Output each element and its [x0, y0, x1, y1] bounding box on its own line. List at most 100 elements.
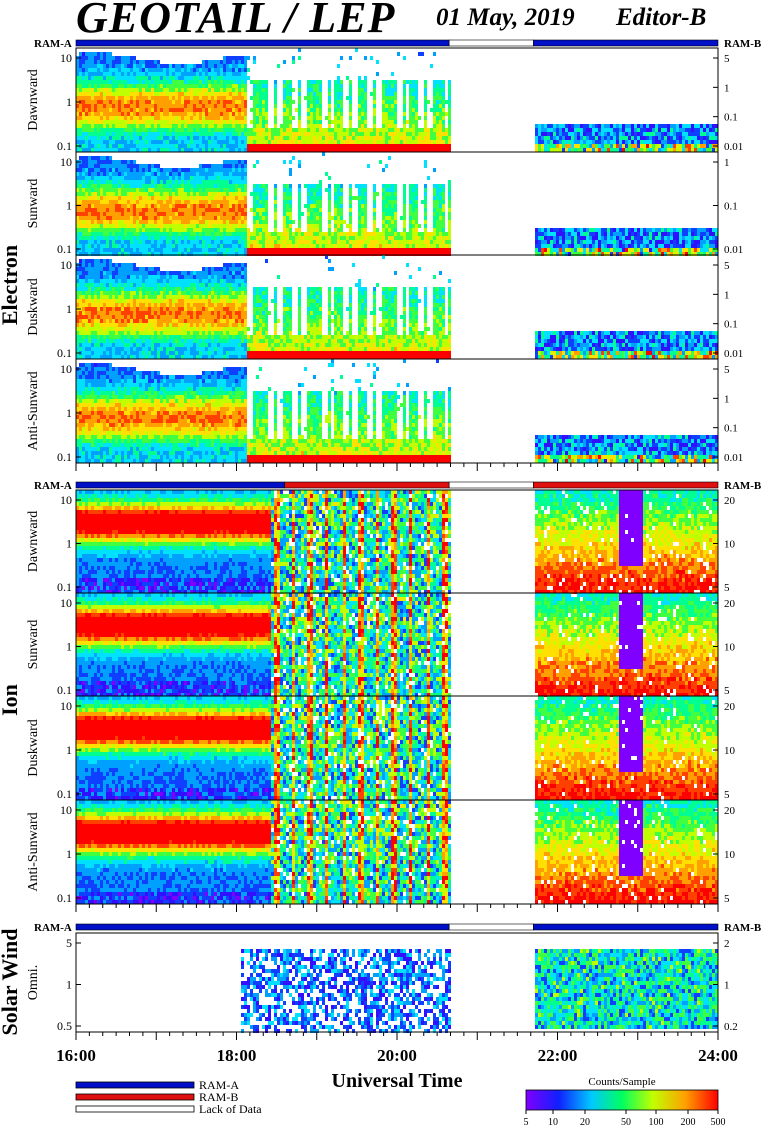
spectrogram-cell: [337, 240, 340, 244]
spectrogram-cell: [202, 172, 205, 176]
spectrogram-cell: [103, 148, 106, 152]
spectrogram-cell: [163, 224, 166, 228]
spectrogram-cell: [232, 100, 235, 104]
spectrogram-cell: [169, 248, 172, 252]
spectrogram-cell: [388, 128, 391, 132]
spectrogram-cell: [106, 204, 109, 208]
spectrogram-cell: [163, 100, 166, 104]
spectrogram-cell: [343, 144, 346, 148]
spectrogram-cell: [193, 248, 196, 252]
spectrogram-cell: [157, 72, 160, 76]
spectrogram-cell: [241, 224, 244, 228]
spectrogram-cell: [118, 248, 121, 252]
spectrogram-cell: [118, 208, 121, 212]
spectrogram-cell: [631, 132, 634, 136]
spectrogram-cell: [133, 96, 136, 100]
spectrogram-cell: [253, 144, 256, 148]
spectrogram-cell: [82, 156, 85, 160]
spectrogram-cell: [115, 160, 118, 164]
spectrogram-cell: [349, 224, 352, 228]
spectrogram-cell: [310, 112, 313, 116]
spectrogram-cell: [415, 84, 418, 88]
spectrogram-cell: [274, 108, 277, 112]
spectrogram-cell: [79, 196, 82, 200]
spectrogram-cell: [298, 224, 301, 228]
spectrogram-cell: [196, 88, 199, 92]
y-tick-label-left: 10: [60, 51, 72, 65]
spectrogram-cell: [163, 72, 166, 76]
spectrogram-cell: [175, 244, 178, 248]
spectrogram-cell: [442, 144, 445, 148]
spectrogram-cell: [190, 200, 193, 204]
spectrogram-cell: [241, 96, 244, 100]
spectrogram-cell: [133, 128, 136, 132]
spectrogram-cell: [706, 148, 709, 152]
spectrogram-cell: [226, 104, 229, 108]
spectrogram-cell: [235, 212, 238, 216]
spectrogram-cell: [265, 84, 268, 88]
spectrogram-cell: [169, 236, 172, 240]
spectrogram-cell: [112, 84, 115, 88]
spectrogram-cell: [130, 192, 133, 196]
spectrogram-cell: [448, 128, 451, 132]
spectrogram-cell: [337, 244, 340, 248]
spectrogram-cell: [109, 84, 112, 88]
spectrogram-cell: [238, 100, 241, 104]
spectrogram-cell: [610, 132, 613, 136]
spectrogram-cell: [253, 224, 256, 228]
spectrogram-cell: [334, 148, 337, 152]
spectrogram-cell: [109, 80, 112, 84]
spectrogram-cell: [337, 188, 340, 192]
spectrogram-cell: [130, 140, 133, 144]
spectrogram-cell: [409, 96, 412, 100]
spectrogram-cell: [193, 148, 196, 152]
spectrogram-cell: [433, 116, 436, 120]
spectrogram-cell: [697, 128, 700, 132]
spectrogram-cell: [205, 180, 208, 184]
panels-layer: Dawnward1010.1510.10.01Sunward1010.110.1…: [0, 38, 762, 1128]
spectrogram-cell: [328, 88, 331, 92]
spectrogram-cell: [682, 124, 685, 128]
spectrogram-cell: [280, 136, 283, 140]
spectrogram-cell: [157, 200, 160, 204]
spectrogram-cell: [376, 252, 379, 256]
spectrogram-cell: [394, 108, 397, 112]
spectrogram-cell: [193, 128, 196, 132]
spectrogram-cell: [433, 240, 436, 244]
spectrogram-cell: [313, 236, 316, 240]
spectrogram-cell: [118, 72, 121, 76]
spectrogram-cell: [298, 96, 301, 100]
spectrogram-cell: [241, 128, 244, 132]
spectrogram-cell: [403, 128, 406, 132]
spectrogram-cell: [217, 72, 220, 76]
spectrogram-cell: [175, 72, 178, 76]
spectrogram-cell: [220, 104, 223, 108]
spectrogram-cell: [226, 88, 229, 92]
spectrogram-cell: [214, 240, 217, 244]
spectrogram-cell: [433, 196, 436, 200]
spectrogram-cell: [97, 224, 100, 228]
spectrogram-cell: [238, 224, 241, 228]
spectrogram-cell: [310, 228, 313, 232]
spectrogram-cell: [373, 80, 376, 84]
spectrogram-cell: [310, 88, 313, 92]
spectrogram-cell: [109, 192, 112, 196]
spectrogram-cell: [232, 128, 235, 132]
spectrogram-cell: [241, 252, 244, 256]
spectrogram-cell: [184, 172, 187, 176]
spectrogram-cell: [319, 252, 322, 256]
spectrogram-cell: [154, 140, 157, 144]
spectrogram-cell: [145, 88, 148, 92]
spectrogram-cell: [661, 124, 664, 128]
spectrogram-cell: [649, 140, 652, 144]
spectrogram-cell: [241, 64, 244, 68]
spectrogram-cell: [202, 128, 205, 132]
spectrogram-cell: [151, 252, 154, 256]
spectrogram-cell: [163, 228, 166, 232]
spectrogram-cell: [235, 80, 238, 84]
spectrogram-cell: [352, 240, 355, 244]
spectrogram-cell: [298, 80, 301, 84]
spectrogram-cell: [94, 148, 97, 152]
spectrogram-cell: [412, 104, 415, 108]
spectrogram-cell: [412, 232, 415, 236]
